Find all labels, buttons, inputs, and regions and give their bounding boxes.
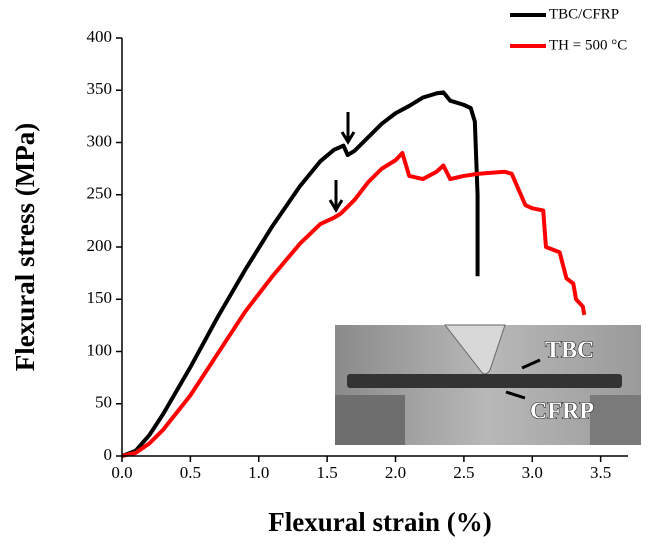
legend-label: TBC/CFRP bbox=[549, 6, 619, 22]
x-tick-label: 3.0 bbox=[522, 463, 543, 482]
x-tick-label: 1.5 bbox=[317, 463, 338, 482]
x-tick-label: 0.5 bbox=[180, 463, 201, 482]
x-tick-label: 0.0 bbox=[111, 463, 132, 482]
annotation: CFRP bbox=[530, 399, 594, 425]
y-tick-label: 300 bbox=[87, 131, 113, 150]
y-tick-label: 400 bbox=[87, 27, 113, 46]
y-tick-label: 150 bbox=[87, 288, 113, 307]
y-axis-title: Flexural stress (MPa) bbox=[10, 123, 40, 371]
arrow bbox=[328, 180, 344, 213]
y-tick-label: 0 bbox=[104, 445, 113, 464]
series-line bbox=[121, 150, 587, 458]
y-tick-label: 350 bbox=[87, 79, 113, 98]
inset-photo: TBC CFRP bbox=[335, 324, 641, 445]
x-tick-label: 2.0 bbox=[385, 463, 406, 482]
y-tick-label: 50 bbox=[95, 393, 112, 412]
series-line bbox=[121, 90, 480, 458]
x-tick-label: 2.5 bbox=[453, 463, 474, 482]
arrow bbox=[340, 112, 356, 145]
y-tick-label: 250 bbox=[87, 184, 113, 203]
legend-label: TH = 500 °C bbox=[549, 37, 627, 53]
x-axis-title: Flexural strain (%) bbox=[268, 507, 491, 537]
annotation: TBC bbox=[545, 338, 594, 364]
y-tick-label: 100 bbox=[87, 340, 113, 359]
y-tick-label: 200 bbox=[87, 236, 113, 255]
x-tick-label: 3.5 bbox=[590, 463, 611, 482]
x-tick-label: 1.0 bbox=[248, 463, 269, 482]
